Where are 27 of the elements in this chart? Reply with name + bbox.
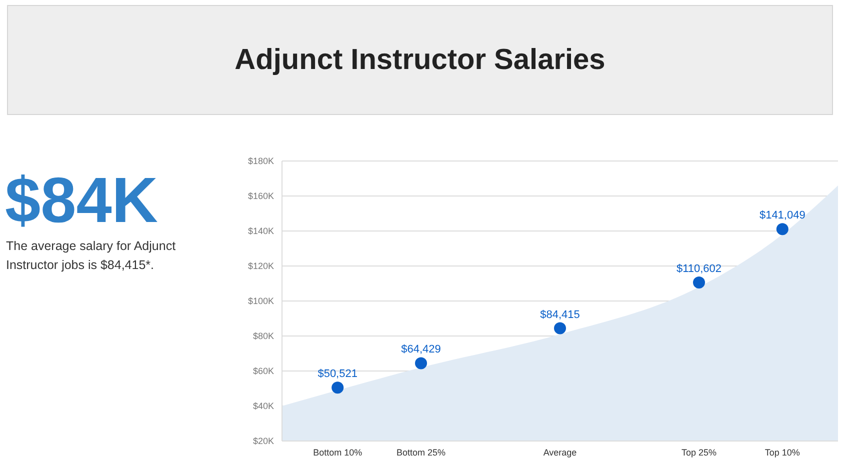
text: The average salary for Adjunct Instructor jobs is $84,415*. bbox=[6, 238, 177, 274]
x-tick-label: Average bbox=[543, 447, 577, 458]
y-tick-label: $60K bbox=[252, 366, 274, 376]
y-tick-label: $20K bbox=[252, 436, 274, 446]
point bbox=[693, 276, 705, 288]
point bbox=[776, 223, 788, 236]
point bbox=[415, 357, 427, 370]
y-tick-label: $80K bbox=[252, 331, 274, 342]
point bbox=[332, 382, 344, 394]
data-label: $84,415 bbox=[540, 308, 580, 321]
x-tick-label: Bottom 10% bbox=[313, 447, 362, 458]
data-label: $64,429 bbox=[401, 344, 441, 356]
y-tick-label: $40K bbox=[252, 401, 274, 412]
data-label: $110,602 bbox=[676, 262, 722, 275]
text: $84K bbox=[5, 163, 158, 238]
y-tick-label: $100K bbox=[248, 296, 274, 306]
data-label: $50,521 bbox=[318, 368, 358, 380]
data-label: $141,049 bbox=[759, 210, 806, 222]
y-tick-label: $180K bbox=[248, 156, 274, 166]
chart-title: Adjunct Instructor Salaries bbox=[7, 5, 833, 115]
y-tick-label: $120K bbox=[248, 261, 274, 272]
y-tick-label: $160K bbox=[248, 191, 274, 202]
x-tick-label: Top 25% bbox=[681, 447, 717, 458]
x-tick-label: Bottom 25% bbox=[396, 447, 446, 458]
x-tick-label: Top 10% bbox=[764, 447, 800, 458]
point bbox=[554, 322, 566, 334]
y-tick-label: $140K bbox=[248, 226, 274, 236]
